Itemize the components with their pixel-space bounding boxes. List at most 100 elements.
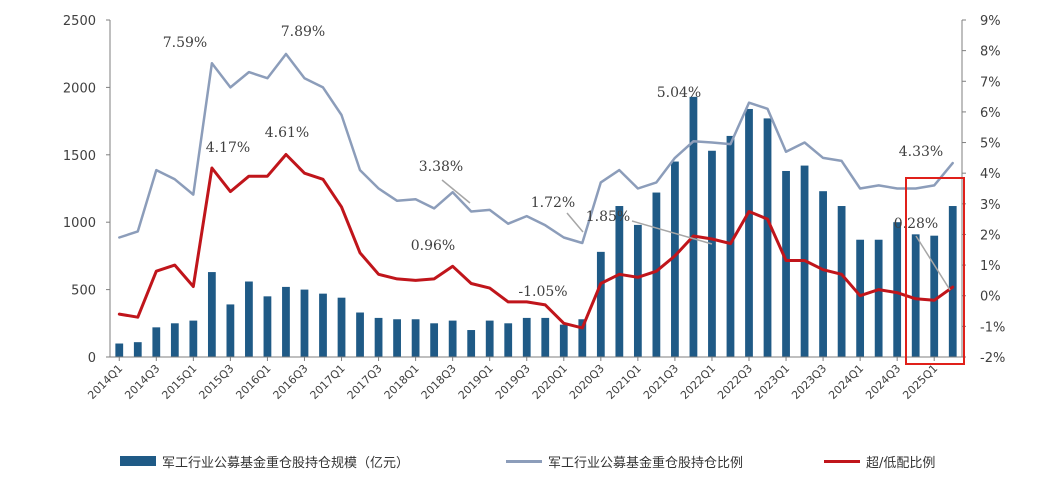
x-tick-label: 2020Q3 [567, 362, 607, 402]
right-tick-label: 0% [980, 290, 1001, 305]
x-tick-label: 2022Q1 [678, 362, 718, 402]
x-tick-label: 2024Q3 [863, 362, 903, 402]
legend-line-swatch [824, 459, 860, 463]
bar [170, 323, 179, 357]
left-tick-label: 1000 [63, 216, 96, 231]
bar [133, 342, 142, 357]
legend-item-holding-size: 军工行业公募基金重仓股持仓规模（亿元） [120, 447, 409, 475]
legend-item-over-under: 超/低配比例 [824, 447, 935, 475]
legend: 军工行业公募基金重仓股持仓规模（亿元） 军工行业公募基金重仓股持仓比例 超/低配… [0, 447, 1043, 475]
legend-line2-label: 超/低配比例 [866, 455, 936, 471]
bar [726, 135, 735, 357]
x-tick-label: 2018Q1 [382, 362, 422, 402]
bar [745, 108, 753, 357]
over-under-line [117, 153, 955, 330]
x-tick-label: 2017Q3 [345, 362, 385, 402]
bar [152, 327, 161, 357]
right-tick-label: 1% [980, 259, 1001, 274]
data-label: 5.04% [657, 85, 701, 101]
bar [337, 297, 346, 357]
bar [782, 170, 790, 357]
bar [948, 206, 957, 357]
bar [485, 320, 494, 357]
x-tick-label: 2021Q3 [641, 362, 681, 402]
bar [763, 118, 772, 358]
x-tick-label: 2016Q1 [233, 362, 273, 402]
x-tick-label: 2015Q3 [196, 362, 236, 402]
bar [708, 150, 716, 357]
bar-series [115, 96, 957, 358]
bar [319, 293, 327, 357]
bar [856, 239, 865, 357]
bar [282, 286, 290, 357]
leader-line [631, 220, 713, 245]
x-tick-label: 2019Q3 [493, 362, 533, 402]
data-label: 4.33% [899, 144, 943, 160]
bar [356, 312, 364, 357]
legend-line1-label: 军工行业公募基金重仓股持仓比例 [548, 455, 744, 471]
bar [207, 272, 216, 357]
bar [930, 235, 939, 357]
bar [504, 323, 513, 357]
annotations: 7.59% 7.89% 4.17% 4.61% 3.38% 0.96% 1.72% -1.05… [163, 24, 951, 300]
x-tick-label: 2019Q1 [456, 362, 496, 402]
legend-item-holding-ratio: 军工行业公募基金重仓股持仓比例 [506, 447, 743, 475]
data-label: 7.89% [281, 24, 325, 40]
right-tick-label: 5% [980, 137, 1001, 152]
right-tick-label: 3% [980, 198, 1001, 213]
bar [911, 234, 920, 357]
left-tick-label: 2000 [63, 81, 96, 96]
bar [819, 191, 827, 357]
bar [615, 206, 624, 357]
data-label: 0.96% [411, 238, 455, 254]
bar [226, 304, 235, 357]
x-tick-label: 2015Q1 [159, 362, 199, 402]
bar [115, 343, 124, 357]
bar [596, 251, 605, 357]
data-label: 4.61% [265, 125, 309, 141]
line-series [117, 52, 955, 330]
bar [374, 317, 383, 357]
x-tick-label: 2025Q1 [900, 362, 940, 402]
right-tick-label: 9% [980, 14, 1001, 29]
bar [559, 324, 568, 357]
data-label: 7.59% [163, 35, 207, 51]
data-label: -1.05% [518, 284, 567, 300]
left-tick-label: 1500 [63, 149, 96, 164]
bar [448, 320, 457, 357]
right-tick-label: -2% [980, 351, 1005, 366]
leader-line [441, 179, 471, 204]
right-tick-label: 4% [980, 167, 1001, 182]
highlight-box [905, 177, 965, 365]
left-tick-label: 0 [88, 351, 96, 366]
holding-ratio-line [118, 52, 954, 245]
bar [541, 317, 550, 357]
bar [411, 319, 420, 357]
legend-bar-swatch [120, 456, 156, 466]
bar [300, 289, 309, 357]
leader-line [915, 235, 951, 291]
bar [671, 161, 679, 357]
right-tick-label: 2% [980, 228, 1001, 243]
bar [189, 320, 198, 357]
bar [874, 239, 883, 357]
bar [689, 96, 698, 357]
legend-line-swatch [506, 459, 542, 463]
data-label: 1.72% [531, 195, 575, 211]
x-tick-label: 2024Q1 [826, 362, 866, 402]
data-label: 3.38% [419, 159, 463, 175]
left-tick-label: 2500 [63, 14, 96, 29]
bar [393, 319, 401, 357]
data-label: 1.85% [586, 209, 630, 225]
x-tick-label: 2016Q3 [271, 362, 311, 402]
left-tick-label: 500 [71, 284, 96, 299]
x-tick-label: 2023Q1 [752, 362, 792, 402]
right-tick-label: -1% [980, 320, 1005, 335]
x-tick-label: 2014Q1 [85, 362, 125, 402]
data-label: 0.28% [894, 216, 938, 232]
bar [467, 330, 476, 357]
x-tick-label: 2022Q3 [715, 362, 755, 402]
bar [430, 323, 439, 357]
x-tick-label: 2023Q3 [789, 362, 829, 402]
